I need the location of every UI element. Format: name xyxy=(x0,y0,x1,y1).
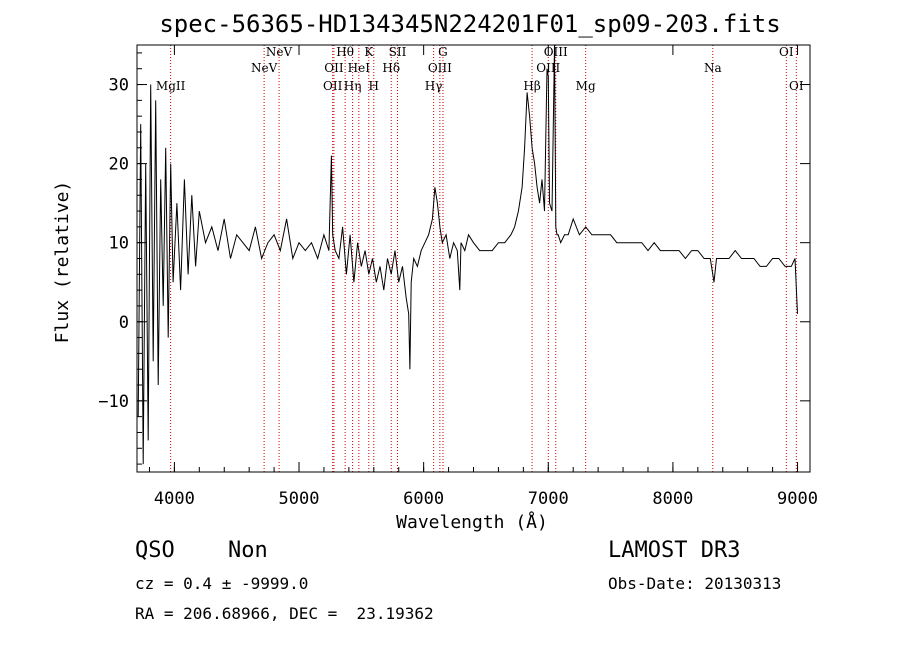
y-tick-label: 20 xyxy=(109,155,129,175)
object-class: QSO xyxy=(135,538,175,563)
y-tick-label: 10 xyxy=(109,234,129,254)
x-tick-label: 8000 xyxy=(652,489,693,509)
line-label: OIII xyxy=(536,61,560,75)
line-label: Hβ xyxy=(523,79,540,93)
redshift-cz: cz = 0.4 ± -9999.0 xyxy=(135,574,309,593)
chart-title: spec-56365-HD134345N224201F01_sp09-203.f… xyxy=(159,10,780,38)
line-label: Hη xyxy=(344,79,362,93)
y-axis-label: Flux (relative) xyxy=(52,181,73,344)
line-label: OI xyxy=(789,79,804,93)
survey-name: LAMOST DR3 xyxy=(608,538,741,563)
line-label: K xyxy=(364,45,374,59)
emission-line-labels: MgII NeV NeV OII OII Hθ Hη HeI K HHδ SII Hγ OIII G Hβ O… xyxy=(156,45,804,93)
line-label: HeI xyxy=(348,61,371,75)
x-axis-label: Wavelength (Å) xyxy=(396,511,548,533)
line-label: SII xyxy=(389,45,407,59)
line-label: OII xyxy=(323,79,343,93)
y-tick-label: 0 xyxy=(119,313,129,333)
x-axis-ticks: 4000 5000 6000 7000 8000 9000 xyxy=(148,45,818,509)
x-tick-label: 5000 xyxy=(279,489,320,509)
line-label: Hδ xyxy=(382,61,400,75)
y-tick-label: −10 xyxy=(98,392,129,412)
line-label: NeV xyxy=(266,45,293,59)
ra-dec: RA = 206.68966, DEC = 23.19362 xyxy=(135,604,434,623)
object-subclass: Non xyxy=(228,538,268,563)
line-label: NeV xyxy=(251,61,278,75)
x-tick-label: 6000 xyxy=(403,489,444,509)
line-label: G xyxy=(438,45,448,59)
y-tick-label: 30 xyxy=(109,76,129,96)
line-label: Hθ xyxy=(336,45,354,59)
x-tick-label: 7000 xyxy=(528,489,569,509)
line-label: OII xyxy=(324,61,344,75)
x-tick-label: 4000 xyxy=(154,489,195,509)
line-label: Na xyxy=(704,61,722,75)
emission-line-markers xyxy=(170,45,797,472)
flux-series-line xyxy=(137,44,798,465)
line-label: Mg xyxy=(576,79,596,93)
line-label: Hγ xyxy=(425,79,443,93)
y-axis-ticks: −10 0 10 20 30 xyxy=(98,52,810,465)
line-label: H xyxy=(369,79,379,93)
line-label: OIII xyxy=(544,45,568,59)
obs-date: Obs-Date: 20130313 xyxy=(608,574,782,593)
line-label: MgII xyxy=(156,79,186,93)
x-tick-label: 9000 xyxy=(777,489,818,509)
line-label: OI xyxy=(779,45,794,59)
line-label: OIII xyxy=(428,61,452,75)
